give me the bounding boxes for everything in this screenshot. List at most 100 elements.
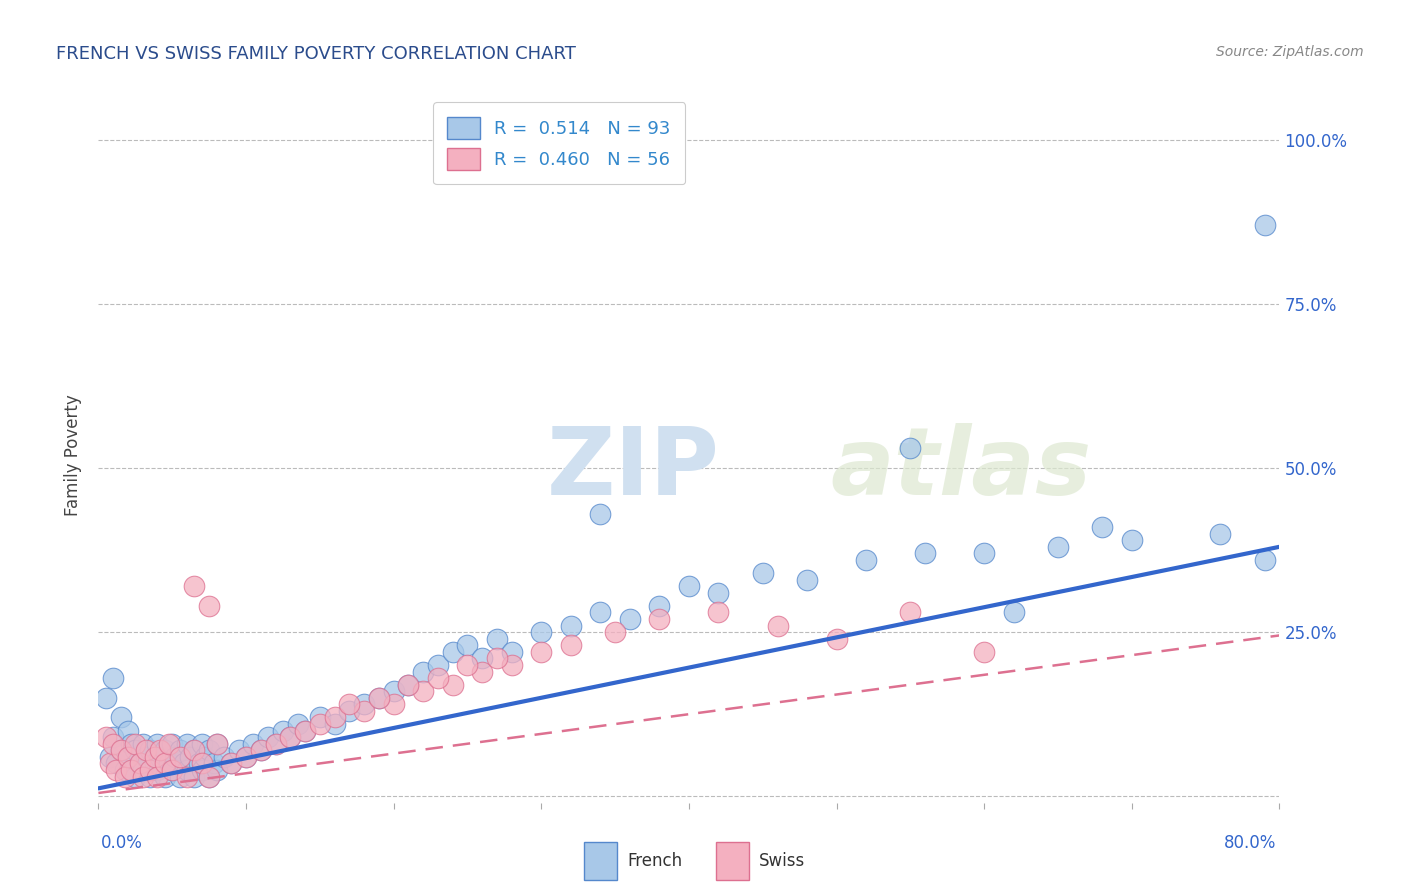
Point [191,756,214,771]
Point [900,442,922,456]
Point [105,756,128,771]
Point [139,743,162,757]
FancyBboxPatch shape [716,842,748,880]
Point [139,770,162,784]
Text: Source: ZipAtlas.com: Source: ZipAtlas.com [1216,45,1364,59]
Point [323,710,346,724]
Point [605,625,627,640]
Point [501,645,523,659]
Point [98,756,121,771]
Point [146,770,169,784]
Point [398,678,420,692]
Point [169,749,191,764]
Point [678,579,700,593]
Point [825,632,848,646]
Point [900,606,922,620]
Point [707,606,730,620]
Point [135,743,157,757]
Point [457,657,479,672]
Point [132,737,155,751]
Point [973,645,995,659]
Point [973,546,995,560]
Point [648,612,671,626]
Point [427,671,450,685]
Text: 0.0%: 0.0% [101,834,143,852]
Point [153,756,176,771]
Point [589,507,612,521]
Point [309,717,332,731]
Point [146,763,169,777]
Point [368,690,391,705]
Point [173,756,195,771]
Point [128,756,150,771]
Point [114,763,136,777]
Point [280,730,302,744]
Point [146,737,169,751]
Point [124,743,146,757]
Text: atlas: atlas [831,423,1092,515]
Point [398,678,420,692]
Point [471,665,494,679]
Point [264,737,287,751]
Point [169,770,191,784]
Point [368,690,391,705]
Point [271,723,294,738]
Point [250,743,273,757]
Point [205,737,228,751]
Point [264,737,287,751]
Point [110,743,132,757]
Point [139,763,162,777]
Point [1002,606,1025,620]
Point [198,770,221,784]
Point [149,749,172,764]
Point [169,743,191,757]
Point [752,566,775,580]
Point [205,737,228,751]
Point [1254,553,1277,567]
Point [309,710,332,724]
Point [198,599,221,613]
Point [412,684,434,698]
Point [339,698,361,712]
Point [353,704,375,718]
Point [176,763,198,777]
Text: FRENCH VS SWISS FAMILY POVERTY CORRELATION CHART: FRENCH VS SWISS FAMILY POVERTY CORRELATI… [56,45,576,62]
Point [228,743,250,757]
Text: French: French [627,852,682,870]
Point [441,678,464,692]
Point [135,749,157,764]
Point [212,749,235,764]
Point [132,763,155,777]
Point [191,763,214,777]
Point [501,657,523,672]
Point [619,612,641,626]
Point [914,546,936,560]
Point [235,749,257,764]
Point [457,638,479,652]
Point [110,743,132,757]
Point [117,723,139,738]
Point [294,723,316,738]
Point [105,763,128,777]
Point [382,684,405,698]
Point [183,579,205,593]
Point [187,756,209,771]
Point [250,743,273,757]
Point [153,743,176,757]
FancyBboxPatch shape [583,842,617,880]
Point [103,671,125,685]
Point [94,730,117,744]
Point [120,763,142,777]
Point [471,651,494,665]
Point [110,710,132,724]
Point [560,638,582,652]
Point [165,749,187,764]
Point [1046,540,1070,554]
Point [353,698,375,712]
Point [98,749,121,764]
Text: Swiss: Swiss [759,852,804,870]
Point [1254,218,1277,232]
Legend: R =  0.514   N = 93, R =  0.460   N = 56: R = 0.514 N = 93, R = 0.460 N = 56 [433,103,685,184]
Point [242,737,264,751]
Point [1091,520,1114,534]
